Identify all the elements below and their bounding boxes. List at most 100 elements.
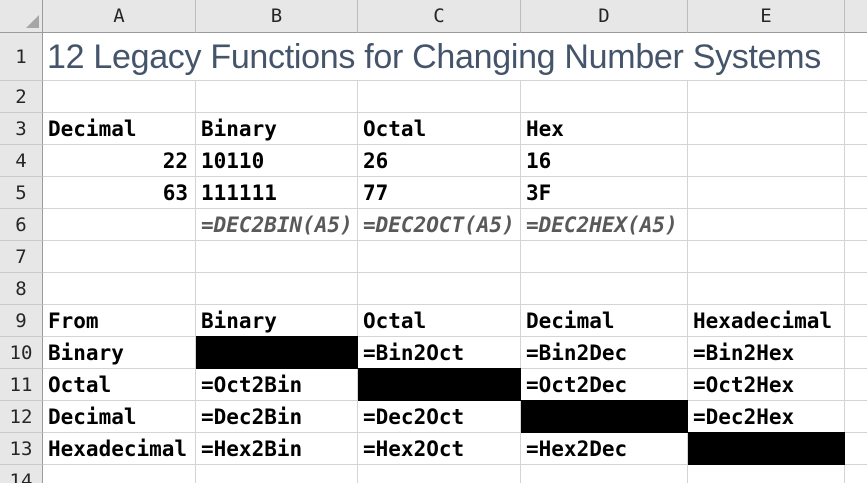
row-header-10[interactable]: 10 xyxy=(0,337,43,369)
cell-E7[interactable] xyxy=(688,241,845,273)
cell-A14[interactable] xyxy=(43,465,196,483)
cell-B11[interactable]: =Oct2Bin xyxy=(196,369,358,401)
cell-A9[interactable]: From xyxy=(43,305,196,337)
cell-D4[interactable]: 16 xyxy=(521,145,688,177)
cell-D14[interactable] xyxy=(521,465,688,483)
cell-A13[interactable]: Hexadecimal xyxy=(43,433,196,465)
select-all-corner[interactable] xyxy=(0,0,43,33)
cell-B6[interactable]: =DEC2BIN(A5) xyxy=(196,209,358,241)
row-header-7[interactable]: 7 xyxy=(0,241,43,273)
cell-D6[interactable]: =DEC2HEX(A5) xyxy=(521,209,688,241)
column-header-F-partial[interactable] xyxy=(845,0,867,33)
row-header-11[interactable]: 11 xyxy=(0,369,43,401)
cell-E9[interactable]: Hexadecimal xyxy=(688,305,845,337)
cell-C11-blackout[interactable] xyxy=(358,369,521,401)
cell-E4[interactable] xyxy=(688,145,845,177)
cell-C14[interactable] xyxy=(358,465,521,483)
row-header-2[interactable]: 2 xyxy=(0,81,43,113)
cell-F1[interactable] xyxy=(845,33,867,81)
cell-E8[interactable] xyxy=(688,273,845,305)
cell-A5[interactable]: 63 xyxy=(43,177,196,209)
cell-B14[interactable] xyxy=(196,465,358,483)
cell-C13[interactable]: =Hex2Oct xyxy=(358,433,521,465)
cell-F8[interactable] xyxy=(845,273,867,305)
cell-C7[interactable] xyxy=(358,241,521,273)
cell-D8[interactable] xyxy=(521,273,688,305)
cell-F9[interactable] xyxy=(845,305,867,337)
cell-D2[interactable] xyxy=(521,81,688,113)
cell-F3[interactable] xyxy=(845,113,867,145)
cell-F6[interactable] xyxy=(845,209,867,241)
cell-C12[interactable]: =Dec2Oct xyxy=(358,401,521,433)
column-header-A[interactable]: A xyxy=(43,0,196,33)
cell-D9[interactable]: Decimal xyxy=(521,305,688,337)
cell-F4[interactable] xyxy=(845,145,867,177)
cell-C10[interactable]: =Bin2Oct xyxy=(358,337,521,369)
cell-E2[interactable] xyxy=(688,81,845,113)
row-header-5[interactable]: 5 xyxy=(0,177,43,209)
cell-B4[interactable]: 10110 xyxy=(196,145,358,177)
cell-E5[interactable] xyxy=(688,177,845,209)
cell-B5[interactable]: 111111 xyxy=(196,177,358,209)
cell-A8[interactable] xyxy=(43,273,196,305)
cell-E10[interactable]: =Bin2Hex xyxy=(688,337,845,369)
cell-C4[interactable]: 26 xyxy=(358,145,521,177)
row-header-12[interactable]: 12 xyxy=(0,401,43,433)
cell-A4[interactable]: 22 xyxy=(43,145,196,177)
cell-C8[interactable] xyxy=(358,273,521,305)
cell-B10-blackout[interactable] xyxy=(196,337,358,369)
cell-D7[interactable] xyxy=(521,241,688,273)
cell-F13[interactable] xyxy=(845,433,867,465)
cell-E14[interactable] xyxy=(688,465,845,483)
cell-D5[interactable]: 3F xyxy=(521,177,688,209)
cell-F5[interactable] xyxy=(845,177,867,209)
column-header-D[interactable]: D xyxy=(521,0,688,33)
cell-C5[interactable]: 77 xyxy=(358,177,521,209)
row-header-3[interactable]: 3 xyxy=(0,113,43,145)
cell-B7[interactable] xyxy=(196,241,358,273)
cell-E3[interactable] xyxy=(688,113,845,145)
cell-C9[interactable]: Octal xyxy=(358,305,521,337)
cell-D3[interactable]: Hex xyxy=(521,113,688,145)
cell-B12[interactable]: =Dec2Bin xyxy=(196,401,358,433)
row-header-1[interactable]: 1 xyxy=(0,33,43,81)
cell-D10[interactable]: =Bin2Dec xyxy=(521,337,688,369)
row-header-8[interactable]: 8 xyxy=(0,273,43,305)
cell-A11[interactable]: Octal xyxy=(43,369,196,401)
cell-A3[interactable]: Decimal xyxy=(43,113,196,145)
cell-B8[interactable] xyxy=(196,273,358,305)
cell-D12-blackout[interactable] xyxy=(521,401,688,433)
cell-C2[interactable] xyxy=(358,81,521,113)
row-header-4[interactable]: 4 xyxy=(0,145,43,177)
cell-F12[interactable] xyxy=(845,401,867,433)
row-header-13[interactable]: 13 xyxy=(0,433,43,465)
cell-D13[interactable]: =Hex2Dec xyxy=(521,433,688,465)
cell-C3[interactable]: Octal xyxy=(358,113,521,145)
cell-E6[interactable] xyxy=(688,209,845,241)
cell-E12[interactable]: =Dec2Hex xyxy=(688,401,845,433)
cell-A2[interactable] xyxy=(43,81,196,113)
cell-A10[interactable]: Binary xyxy=(43,337,196,369)
cell-A7[interactable] xyxy=(43,241,196,273)
cell-D11[interactable]: =Oct2Dec xyxy=(521,369,688,401)
cell-F10[interactable] xyxy=(845,337,867,369)
row-header-14[interactable]: 14 xyxy=(0,465,43,483)
cell-F2[interactable] xyxy=(845,81,867,113)
column-header-C[interactable]: C xyxy=(358,0,521,33)
cell-F11[interactable] xyxy=(845,369,867,401)
cell-A6[interactable] xyxy=(43,209,196,241)
cell-B2[interactable] xyxy=(196,81,358,113)
cell-E13-blackout[interactable] xyxy=(688,433,845,465)
row-header-6[interactable]: 6 xyxy=(0,209,43,241)
row-header-9[interactable]: 9 xyxy=(0,305,43,337)
cell-B3[interactable]: Binary xyxy=(196,113,358,145)
cell-F14[interactable] xyxy=(845,465,867,483)
cell-E11[interactable]: =Oct2Hex xyxy=(688,369,845,401)
cell-C6[interactable]: =DEC2OCT(A5) xyxy=(358,209,521,241)
cell-B13[interactable]: =Hex2Bin xyxy=(196,433,358,465)
cell-A1-title[interactable]: 12 Legacy Functions for Changing Number … xyxy=(43,33,845,81)
column-header-E[interactable]: E xyxy=(688,0,845,33)
cell-A12[interactable]: Decimal xyxy=(43,401,196,433)
column-header-B[interactable]: B xyxy=(196,0,358,33)
cell-F7[interactable] xyxy=(845,241,867,273)
